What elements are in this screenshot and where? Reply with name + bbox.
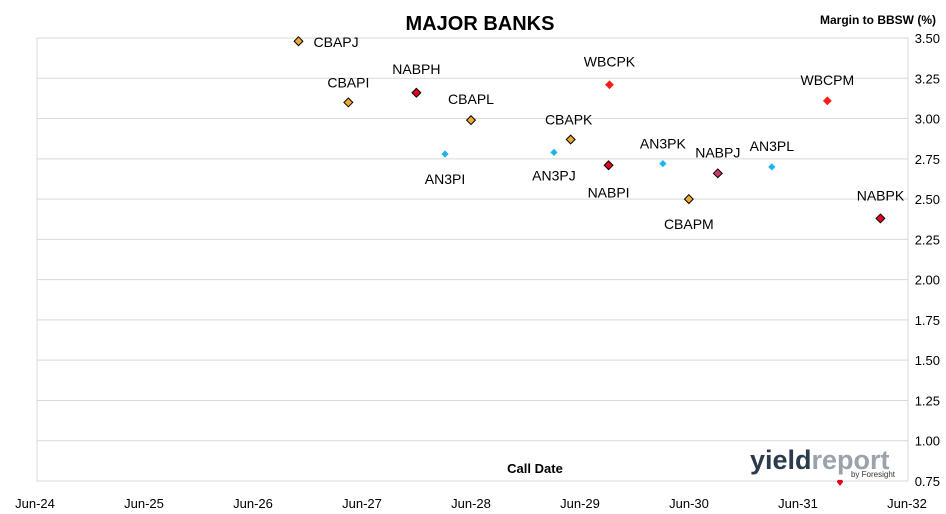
plot-area: [36, 37, 909, 482]
point-cbapm: [683, 193, 694, 205]
x-axis-label: Call Date: [507, 461, 563, 476]
point-wbcpk: [605, 80, 614, 90]
data-labels: CBAPJ CBAPI NABPH CBAPL AN3PI AN3PJ CBAPK WBCPK…: [314, 34, 905, 232]
yieldreport-logo: yieldreport by Foresight: [750, 445, 896, 486]
data-label-an3pk: AN3PK: [640, 136, 687, 152]
y-tick-label: 1.50: [915, 353, 940, 368]
point-an3pk: [659, 160, 667, 168]
data-label-cbapk: CBAPK: [545, 111, 593, 127]
y-axis-ticks: 0.75 1.00 1.25 1.50 1.75 2.00 2.25 2.50 2.75 3.00…: [915, 31, 940, 489]
x-tick-label: Jun-29: [560, 496, 600, 511]
y-tick-label: 1.00: [915, 434, 940, 449]
data-label-cbapi: CBAPI: [327, 74, 369, 90]
x-tick-label: Jun-28: [451, 496, 491, 511]
point-an3pj: [550, 148, 558, 156]
x-tick-label: Jun-24: [15, 496, 55, 511]
data-label-an3pj: AN3PJ: [532, 167, 576, 183]
data-label-cbapm: CBAPM: [664, 216, 714, 232]
point-nabph: [411, 87, 422, 98]
x-tick-label: Jun-31: [778, 496, 818, 511]
data-label-nabpi: NABPI: [588, 184, 630, 200]
y-tick-label: 2.50: [915, 192, 940, 207]
point-cbapi: [343, 97, 354, 108]
data-label-an3pl: AN3PL: [750, 138, 795, 154]
point-cbapk: [565, 134, 576, 145]
logo-yield-text: yield: [750, 445, 812, 475]
point-an3pi: [441, 150, 449, 158]
x-tick-label: Jun-32: [887, 496, 927, 511]
point-nabpi: [603, 160, 614, 171]
point-nabpj: [712, 168, 723, 179]
point-an3pl: [768, 163, 776, 171]
y-tick-label: 2.75: [915, 152, 940, 167]
y-tick-label: 1.25: [915, 393, 940, 408]
data-label-nabpk: NABPK: [857, 187, 905, 203]
heart-icon: [836, 479, 844, 486]
logo-report-text: report: [812, 445, 890, 475]
data-points: [293, 36, 886, 224]
data-label-cbapj: CBAPJ: [314, 34, 359, 50]
point-wbcpm: [822, 96, 832, 106]
chart-title: MAJOR BANKS: [406, 13, 555, 35]
point-cbapj: [293, 36, 304, 47]
x-tick-label: Jun-25: [124, 496, 164, 511]
x-tick-label: Jun-30: [669, 496, 709, 511]
y-axis-label: Margin to BBSW (%): [820, 13, 936, 27]
x-axis-ticks: Jun-24 Jun-25 Jun-26 Jun-27 Jun-28 Jun-29 Jun-…: [15, 496, 927, 511]
data-label-wbcpm: WBCPM: [800, 72, 854, 88]
y-tick-label: 2.25: [915, 232, 940, 247]
svg-text:yieldreport: yieldreport: [750, 445, 890, 475]
data-label-nabph: NABPH: [392, 61, 440, 77]
point-cbapl: [465, 115, 477, 126]
x-tick-label: Jun-27: [342, 496, 382, 511]
point-nabpk: [875, 213, 886, 224]
data-label-cbapl: CBAPL: [448, 91, 494, 107]
y-tick-label: 2.00: [915, 273, 940, 288]
data-label-nabpj: NABPJ: [695, 144, 740, 160]
data-label-an3pi: AN3PI: [425, 171, 465, 187]
y-tick-label: 3.50: [915, 31, 940, 46]
y-tick-label: 3.00: [915, 112, 940, 127]
x-tick-label: Jun-26: [233, 496, 273, 511]
y-tick-label: 1.75: [915, 313, 940, 328]
logo-byline: by Foresight: [851, 470, 896, 479]
y-tick-label: 0.75: [915, 474, 940, 489]
y-tick-label: 3.25: [915, 71, 940, 86]
data-label-wbcpk: WBCPK: [584, 54, 636, 70]
